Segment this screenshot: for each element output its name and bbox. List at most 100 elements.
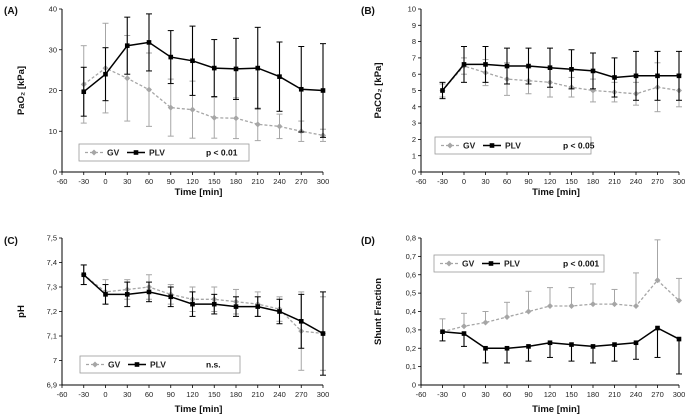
data-point xyxy=(655,325,660,331)
data-point xyxy=(526,344,531,349)
series-gv xyxy=(439,239,682,335)
data-point xyxy=(168,54,174,60)
y-tick-label: 5 xyxy=(412,86,416,95)
data-point xyxy=(233,304,239,309)
x-tick-label: 90 xyxy=(167,177,175,186)
legend-gv-label: GV xyxy=(462,259,475,269)
data-point xyxy=(547,302,553,309)
x-tick-label: -60 xyxy=(57,390,68,399)
y-tick-label: 2 xyxy=(412,135,416,144)
legend-gv-marker xyxy=(91,149,97,156)
x-tick-label: 210 xyxy=(251,390,264,399)
data-point xyxy=(483,345,488,351)
x-tick-label: 90 xyxy=(167,390,175,399)
legend-plv-label: PLV xyxy=(505,141,521,151)
data-point xyxy=(124,292,130,297)
y-tick-label: 10 xyxy=(408,5,416,14)
x-tick-label: 210 xyxy=(608,390,621,399)
panel-label: (C) xyxy=(4,236,18,247)
series-plv xyxy=(439,325,682,375)
y-tick-label: 7,4 xyxy=(47,258,57,267)
data-point xyxy=(211,301,217,307)
series-line xyxy=(442,65,680,95)
y-tick-label: 0 xyxy=(53,168,57,177)
x-tick-label: 120 xyxy=(186,177,199,186)
x-tick-label: -30 xyxy=(78,390,89,399)
x-tick-label: 270 xyxy=(651,390,664,399)
data-point xyxy=(633,340,639,346)
series-line xyxy=(441,63,679,91)
x-tick-label: 180 xyxy=(230,177,243,186)
x-axis-title: Time [min] xyxy=(532,404,580,415)
series-plv xyxy=(80,264,326,376)
chart-panel-1: (A) 0 10 20 30 40 -60 -30 0 30 60 90 120 150 180 210 240… xyxy=(4,5,329,198)
x-tick-label: 60 xyxy=(145,390,153,399)
y-tick-label: 0,8 xyxy=(406,234,416,243)
chart-panel-3: (C) 6,9 7 7,1 7,2 7,3 7,4 7,5 -60 -30 0 30 60 90 120 15… xyxy=(4,234,329,415)
legend-plv-marker xyxy=(488,261,494,266)
legend-gv-marker xyxy=(446,260,452,267)
data-point xyxy=(547,65,553,70)
x-tick-label: 300 xyxy=(317,177,330,186)
y-tick-label: 0,5 xyxy=(406,289,416,298)
panel-label: (B) xyxy=(361,6,375,17)
x-tick-label: 300 xyxy=(317,390,330,399)
data-point xyxy=(233,115,239,122)
x-tick-label: 240 xyxy=(630,177,643,186)
y-axis-title: pH xyxy=(16,305,27,318)
data-point xyxy=(612,75,617,80)
data-point xyxy=(124,75,131,82)
data-point xyxy=(590,301,596,308)
y-tick-label: 3 xyxy=(412,119,416,128)
chart-panel-4: (D) 0 0,1 0,2 0,3 0,4 0,5 0,6 0,7 0,8 -60 -30 0 30 60 9… xyxy=(361,234,685,415)
y-tick-label: 6,9 xyxy=(47,381,57,390)
data-point xyxy=(146,40,152,45)
data-point xyxy=(569,67,574,72)
legend-plv-label: PLV xyxy=(150,360,166,370)
x-tick-label: 120 xyxy=(544,177,557,186)
series-gv xyxy=(439,57,682,113)
x-axis-title: Time [min] xyxy=(175,404,223,415)
data-point xyxy=(655,73,660,79)
data-point xyxy=(504,314,510,321)
legend-box xyxy=(79,355,241,374)
data-point xyxy=(569,342,574,347)
data-point xyxy=(146,289,152,295)
data-point xyxy=(461,62,467,67)
data-point xyxy=(504,63,510,69)
data-point xyxy=(461,331,467,336)
data-point xyxy=(255,65,261,71)
x-tick-label: 300 xyxy=(673,177,685,186)
data-point xyxy=(167,104,174,111)
p-value-annotation: n.s. xyxy=(206,360,221,370)
x-tick-label: -60 xyxy=(416,177,427,186)
series-line xyxy=(83,41,324,93)
data-point xyxy=(633,73,639,79)
data-point xyxy=(254,121,261,128)
y-axis-title: PaCO₂ [kPa] xyxy=(373,63,384,119)
x-tick-label: 0 xyxy=(462,177,466,186)
y-tick-label: 0,4 xyxy=(406,307,416,316)
y-tick-label: 0 xyxy=(412,381,416,390)
data-point xyxy=(298,319,304,324)
y-axis-title: Shunt Fraction xyxy=(373,278,384,345)
y-tick-label: 0,1 xyxy=(406,362,416,371)
data-point xyxy=(461,323,467,330)
series-plv xyxy=(439,45,682,101)
y-tick-label: 20 xyxy=(49,86,57,95)
data-point xyxy=(320,88,326,93)
data-point xyxy=(440,88,445,93)
data-point xyxy=(633,302,639,309)
x-tick-label: -60 xyxy=(416,390,427,399)
y-tick-label: 6 xyxy=(412,70,416,79)
x-tick-label: 150 xyxy=(208,390,221,399)
x-tick-label: 60 xyxy=(145,177,153,186)
legend-gv-label: GV xyxy=(463,141,476,151)
y-tick-label: 7 xyxy=(412,54,416,63)
y-tick-label: 7 xyxy=(53,356,57,365)
data-point xyxy=(277,74,282,79)
x-tick-label: 270 xyxy=(295,177,308,186)
x-tick-label: 30 xyxy=(123,390,131,399)
data-point xyxy=(211,65,217,71)
